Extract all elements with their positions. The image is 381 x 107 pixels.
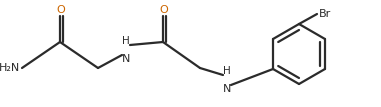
Text: O: O: [160, 5, 168, 15]
Text: H: H: [122, 36, 130, 46]
Text: N: N: [122, 54, 130, 64]
Text: H₂N: H₂N: [0, 63, 20, 73]
Text: H: H: [223, 66, 231, 76]
Text: Br: Br: [319, 9, 331, 19]
Text: N: N: [223, 84, 231, 94]
Text: O: O: [57, 5, 66, 15]
